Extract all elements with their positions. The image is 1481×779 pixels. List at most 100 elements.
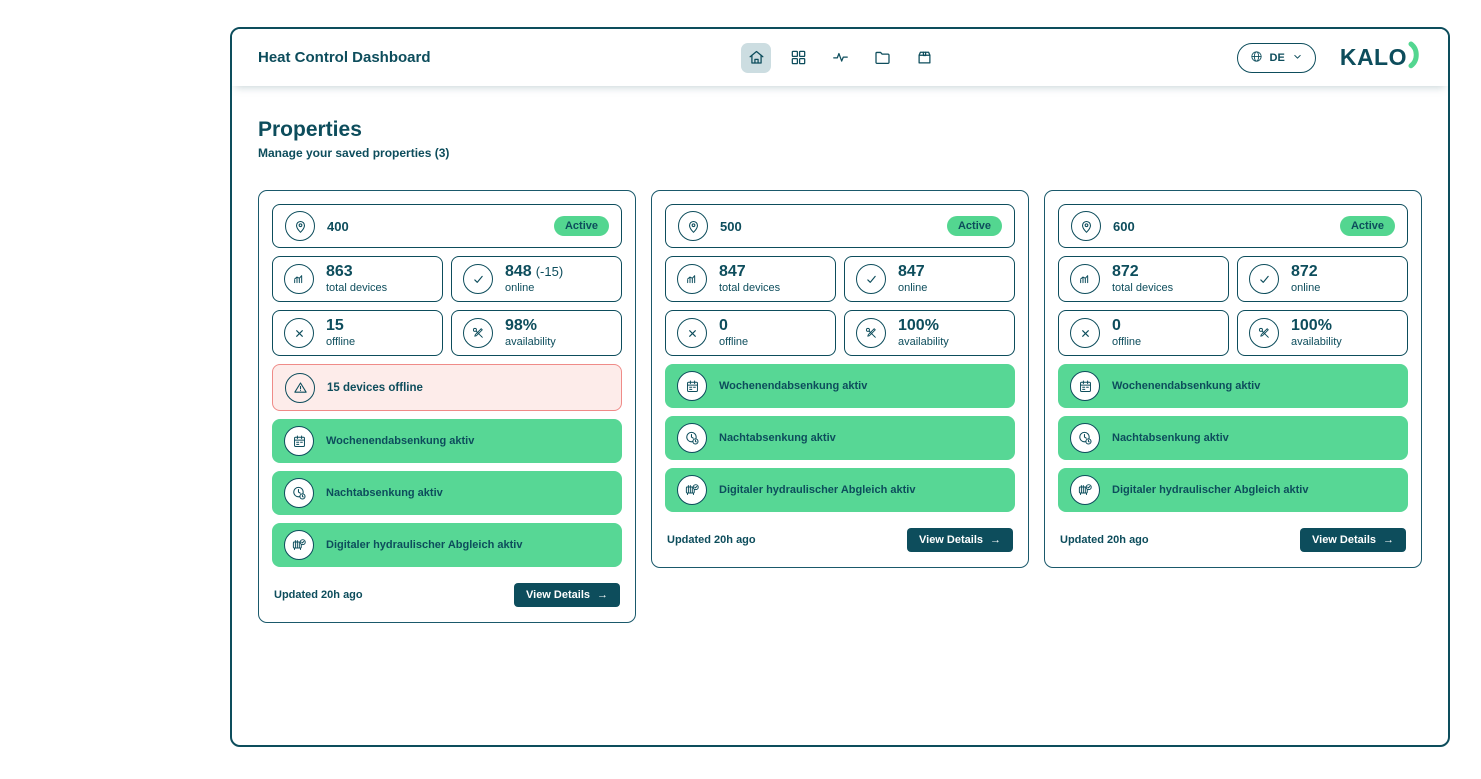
page-subtitle: Manage your saved properties (3) [258,146,450,160]
calendar-icon [1070,371,1100,401]
language-selector[interactable]: DE [1236,42,1316,73]
stat-value: 872 [1291,263,1318,281]
page-title: Properties [258,118,362,141]
stats-grid: 863 total devices 848 (-15) online 15 offlin… [272,256,622,356]
stat-availability: 98% availability [451,310,622,356]
view-details-button[interactable]: View Details → [1300,528,1406,552]
nav-grid-button[interactable] [783,43,813,73]
alert-text: 15 devices offline [327,381,423,394]
nav-box-button[interactable] [909,43,939,73]
logo-swoosh-icon [1408,41,1422,74]
updated-text: Updated 20h ago [1060,534,1149,546]
badge-label: Wochenendabsenkung aktiv [326,435,475,447]
status-badge: Active [553,216,609,236]
calendar-icon [284,426,314,456]
globe-icon [1249,49,1264,67]
nav-activity-button[interactable] [825,43,855,73]
app-header: Heat Control Dashboard DE [232,29,1448,86]
stat-availability: 100% availability [844,310,1015,356]
updated-text: Updated 20h ago [274,589,363,601]
updated-text: Updated 20h ago [667,534,756,546]
chevron-down-icon [1291,50,1304,66]
feature-badge-night: Nachtabsenkung aktiv [1058,416,1408,460]
stat-value: 847 [898,263,925,281]
card-header: 600 Active [1058,204,1408,248]
kalo-logo: KALO [1340,41,1422,74]
location-pin-icon [1071,211,1101,241]
arrow-right-icon: → [1383,534,1394,546]
stat-label: availability [1291,335,1342,348]
logo-text: KALO [1339,44,1407,70]
stat-total-devices: 872 total devices [1058,256,1229,302]
nav-home-button[interactable] [741,42,771,73]
stat-label: availability [898,335,949,348]
feature-badge-hydraulic: Digitaler hydraulischer Abgleich aktiv [665,468,1015,512]
stat-label: availability [505,335,556,348]
feature-badge-night: Nachtabsenkung aktiv [272,471,622,515]
property-name: 500 [720,218,742,234]
stat-total-devices: 847 total devices [665,256,836,302]
view-details-label: View Details [526,589,590,601]
grid-icon [789,48,808,67]
badge-label: Digitaler hydraulischer Abgleich aktiv [719,484,916,496]
bar-chart-icon [1070,264,1100,294]
radiator-check-icon [677,475,707,505]
stat-value: 847 [719,263,746,281]
stat-value: 848 [505,263,532,281]
property-name: 600 [1113,218,1135,234]
clock-icon [1070,423,1100,453]
stat-value: 100% [1291,317,1332,335]
stat-offline: 15 offline [272,310,443,356]
tools-icon [1249,318,1279,348]
stat-value: 0 [1112,317,1121,335]
stat-delta: (-15) [535,264,564,280]
calendar-icon [677,371,707,401]
app-title: Heat Control Dashboard [258,49,431,66]
stat-label: offline [719,335,749,348]
clock-icon [284,478,314,508]
view-details-label: View Details [919,534,983,546]
location-pin-icon [678,211,708,241]
x-circle-icon [1070,318,1100,348]
warning-triangle-icon [285,372,315,403]
badge-label: Wochenendabsenkung aktiv [1112,380,1261,392]
view-details-label: View Details [1312,534,1376,546]
stat-online: 847 online [844,256,1015,302]
bar-chart-icon [677,264,707,294]
stat-offline: 0 offline [665,310,836,356]
stat-label: online [1291,281,1321,294]
card-header: 400 Active [272,204,622,248]
badge-label: Digitaler hydraulischer Abgleich aktiv [326,539,523,551]
badge-label: Wochenendabsenkung aktiv [719,380,868,392]
activity-icon [831,48,850,67]
feature-badge-night: Nachtabsenkung aktiv [665,416,1015,460]
stat-label: total devices [1112,281,1174,294]
stat-value: 15 [326,317,344,335]
property-card-400: 400 Active 863 total devices 848 (-15) onli… [258,190,636,623]
box-icon [915,48,934,67]
home-icon [747,48,766,67]
nav-folder-button[interactable] [867,43,897,73]
status-badge: Active [1339,216,1395,236]
property-cards: 400 Active 863 total devices 848 (-15) onli… [258,190,1422,623]
offline-alert: 15 devices offline [272,364,622,411]
stat-label: offline [326,335,356,348]
tools-icon [463,318,493,348]
stats-grid: 847 total devices 847 online 0 offline 100%… [665,256,1015,356]
stat-label: total devices [719,281,781,294]
badge-label: Nachtabsenkung aktiv [326,487,443,499]
feature-badge-hydraulic: Digitaler hydraulischer Abgleich aktiv [272,523,622,567]
stat-total-devices: 863 total devices [272,256,443,302]
stat-availability: 100% availability [1237,310,1408,356]
view-details-button[interactable]: View Details → [514,583,620,607]
badge-label: Nachtabsenkung aktiv [1112,432,1229,444]
badge-label: Digitaler hydraulischer Abgleich aktiv [1112,484,1309,496]
main-content: Properties Manage your saved properties … [232,86,1448,745]
x-circle-icon [677,318,707,348]
feature-badge-hydraulic: Digitaler hydraulischer Abgleich aktiv [1058,468,1408,512]
badge-label: Nachtabsenkung aktiv [719,432,836,444]
header-right: DE KALO [1236,41,1422,74]
view-details-button[interactable]: View Details → [907,528,1013,552]
